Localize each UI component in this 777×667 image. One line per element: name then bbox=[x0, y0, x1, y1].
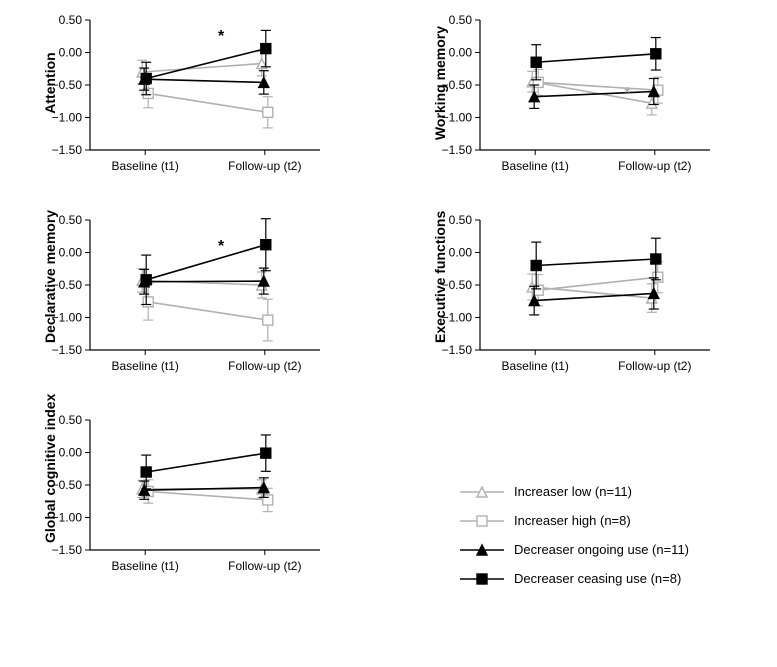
legend-label: Increaser low (n=11) bbox=[514, 484, 632, 499]
figure-root: 0.500.00−0.50−1.00−1.50Baseline (t1)Foll… bbox=[0, 0, 777, 667]
svg-text:0.00: 0.00 bbox=[59, 446, 83, 460]
ylabel-declarative_memory: Declarative memory bbox=[42, 223, 58, 343]
legend-swatch-icon bbox=[460, 572, 504, 586]
legend: Increaser low (n=11) Increaser high (n=8)… bbox=[460, 470, 689, 600]
significance-marker: * bbox=[218, 238, 225, 255]
svg-text:0.50: 0.50 bbox=[449, 213, 473, 227]
ylabel-working_memory: Working memory bbox=[432, 23, 448, 143]
ylabel-global_cognitive: Global cognitive index bbox=[42, 423, 58, 543]
svg-text:Follow-up (t2): Follow-up (t2) bbox=[228, 359, 301, 373]
svg-text:−1.50: −1.50 bbox=[52, 143, 83, 157]
svg-text:−1.50: −1.50 bbox=[442, 143, 473, 157]
panel-declarative_memory: 0.500.00−0.50−1.00−1.50Baseline (t1)Foll… bbox=[30, 210, 330, 380]
svg-text:0.00: 0.00 bbox=[449, 46, 473, 60]
legend-swatch-icon bbox=[460, 514, 504, 528]
significance-marker: * bbox=[624, 85, 631, 102]
significance-marker: * bbox=[218, 28, 225, 45]
ylabel-attention: Attention bbox=[42, 23, 58, 143]
svg-text:Baseline (t1): Baseline (t1) bbox=[502, 359, 569, 373]
svg-text:0.50: 0.50 bbox=[59, 213, 83, 227]
svg-text:0.00: 0.00 bbox=[59, 46, 83, 60]
panel-working_memory: 0.500.00−0.50−1.00−1.50Baseline (t1)Foll… bbox=[420, 10, 720, 180]
svg-text:0.50: 0.50 bbox=[59, 413, 83, 427]
legend-item: Increaser high (n=8) bbox=[460, 513, 689, 528]
svg-text:0.00: 0.00 bbox=[59, 246, 83, 260]
legend-swatch-icon bbox=[460, 543, 504, 557]
legend-label: Decreaser ongoing use (n=11) bbox=[514, 542, 689, 557]
legend-label: Decreaser ceasing use (n=8) bbox=[514, 571, 681, 586]
legend-label: Increaser high (n=8) bbox=[514, 513, 631, 528]
svg-text:0.50: 0.50 bbox=[59, 13, 83, 27]
panel-executive_functions: 0.500.00−0.50−1.00−1.50Baseline (t1)Foll… bbox=[420, 210, 720, 380]
legend-item: Decreaser ceasing use (n=8) bbox=[460, 571, 689, 586]
svg-text:Follow-up (t2): Follow-up (t2) bbox=[618, 359, 691, 373]
svg-text:Follow-up (t2): Follow-up (t2) bbox=[618, 159, 691, 173]
svg-text:Baseline (t1): Baseline (t1) bbox=[112, 359, 179, 373]
svg-text:0.00: 0.00 bbox=[449, 246, 473, 260]
svg-text:Follow-up (t2): Follow-up (t2) bbox=[228, 559, 301, 573]
ylabel-executive_functions: Executive functions bbox=[432, 223, 448, 343]
svg-text:Follow-up (t2): Follow-up (t2) bbox=[228, 159, 301, 173]
legend-item: Decreaser ongoing use (n=11) bbox=[460, 542, 689, 557]
svg-text:0.50: 0.50 bbox=[449, 13, 473, 27]
svg-text:Baseline (t1): Baseline (t1) bbox=[502, 159, 569, 173]
panel-attention: 0.500.00−0.50−1.00−1.50Baseline (t1)Foll… bbox=[30, 10, 330, 180]
svg-text:−1.50: −1.50 bbox=[442, 343, 473, 357]
panel-global_cognitive: 0.500.00−0.50−1.00−1.50Baseline (t1)Foll… bbox=[30, 410, 330, 580]
svg-text:−1.50: −1.50 bbox=[52, 343, 83, 357]
svg-text:Baseline (t1): Baseline (t1) bbox=[112, 559, 179, 573]
svg-text:Baseline (t1): Baseline (t1) bbox=[112, 159, 179, 173]
legend-item: Increaser low (n=11) bbox=[460, 484, 689, 499]
svg-text:−1.50: −1.50 bbox=[52, 543, 83, 557]
legend-swatch-icon bbox=[460, 485, 504, 499]
